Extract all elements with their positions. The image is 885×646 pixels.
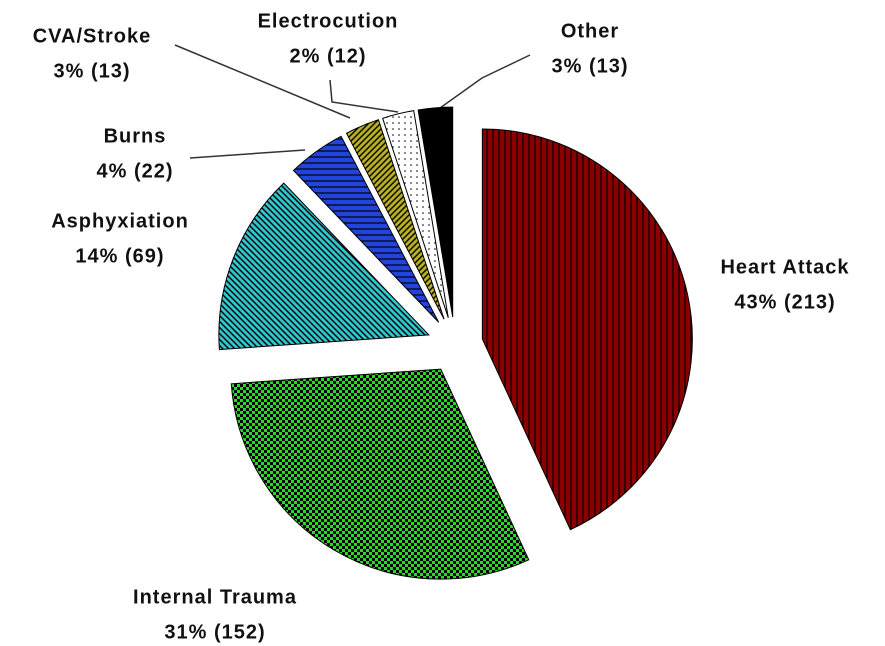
slice-label: Heart Attack	[720, 256, 849, 278]
slice-label: CVA/Stroke	[33, 25, 152, 47]
slice-value-label: 14% (69)	[75, 245, 164, 267]
pie-slice	[481, 128, 693, 531]
slice-label: Asphyxiation	[51, 210, 189, 232]
slice-label: Other	[561, 20, 619, 42]
slice-value-label: 2% (12)	[289, 45, 366, 67]
slice-label: Electrocution	[258, 10, 399, 32]
leader-line	[189, 149, 306, 159]
slice-value-label: 31% (152)	[164, 621, 265, 643]
pie-slice	[230, 368, 530, 580]
leader-line	[174, 44, 351, 119]
pie-slice	[345, 119, 445, 320]
leader-line	[329, 79, 399, 113]
slice-value-label: 4% (22)	[96, 160, 173, 182]
slice-value-label: 43% (213)	[734, 291, 835, 313]
slice-value-label: 3% (13)	[551, 55, 628, 77]
slice-label: Burns	[104, 125, 167, 147]
slice-label: Internal Trauma	[133, 586, 297, 608]
pie-slice	[382, 110, 449, 318]
pie-slice	[292, 135, 440, 323]
pie-slice	[417, 106, 454, 318]
pie-slice	[218, 182, 430, 351]
slice-value-label: 3% (13)	[53, 60, 130, 82]
leader-line	[439, 54, 531, 109]
